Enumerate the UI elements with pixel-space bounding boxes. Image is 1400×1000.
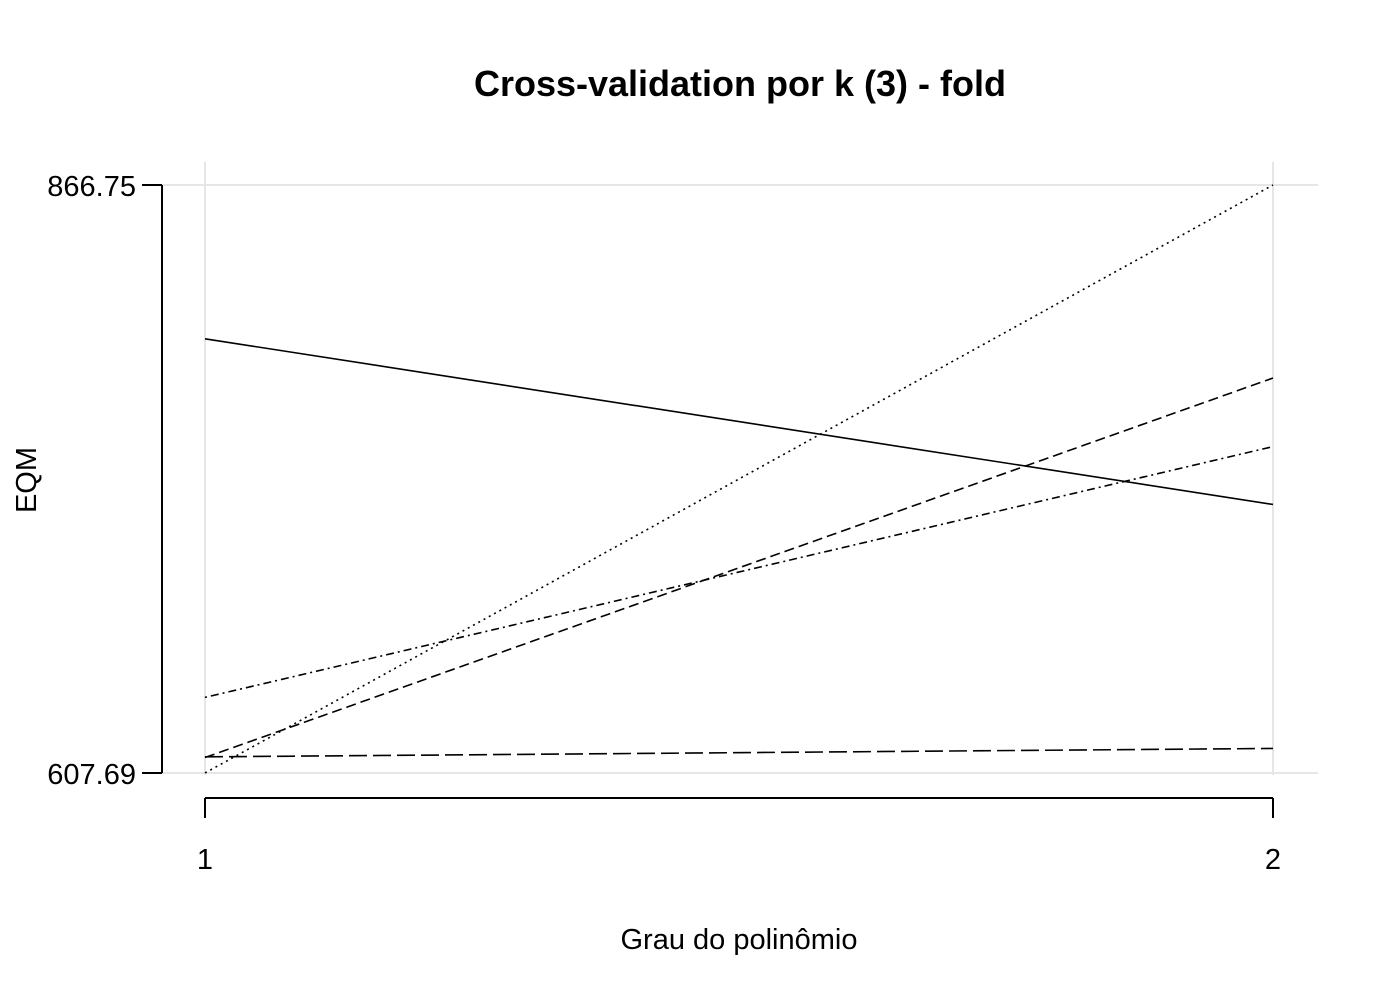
series-line-5	[204, 747, 1274, 758]
y-axis-label: EQM	[11, 447, 43, 513]
series-line-4	[204, 445, 1274, 699]
series-line-2	[204, 377, 1274, 759]
x-tick-label-2: 2	[1265, 844, 1281, 876]
x-tick-label-1: 1	[197, 844, 213, 876]
series-group	[204, 184, 1274, 774]
y-tick-label-2: 607.69	[47, 759, 136, 791]
y-tick-label-1: 866.75	[47, 171, 136, 203]
grid	[162, 162, 1318, 775]
series-line-1	[204, 337, 1274, 506]
y-axis-ticks: 866.75 607.69	[47, 171, 162, 791]
series-line-3	[204, 184, 1274, 774]
chart-title: Cross-validation por k (3) - fold	[474, 63, 1006, 104]
x-axis-label: Grau do polinômio	[621, 924, 858, 956]
